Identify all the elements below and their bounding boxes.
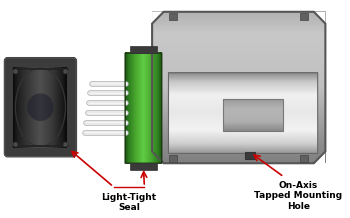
Ellipse shape <box>27 93 54 121</box>
Polygon shape <box>152 12 164 24</box>
FancyBboxPatch shape <box>5 58 76 156</box>
Text: On-Axis
Tapped Mounting
Hole: On-Axis Tapped Mounting Hole <box>254 181 343 211</box>
Bar <box>130 163 157 170</box>
Bar <box>300 155 308 162</box>
Bar <box>300 13 308 20</box>
Text: Light-Tight
Seal: Light-Tight Seal <box>102 193 156 212</box>
Bar <box>169 155 177 162</box>
Polygon shape <box>314 152 326 163</box>
Bar <box>245 152 255 159</box>
Bar <box>130 46 157 53</box>
Bar <box>223 99 283 131</box>
Polygon shape <box>152 152 164 163</box>
Polygon shape <box>314 12 326 24</box>
Bar <box>169 13 177 20</box>
